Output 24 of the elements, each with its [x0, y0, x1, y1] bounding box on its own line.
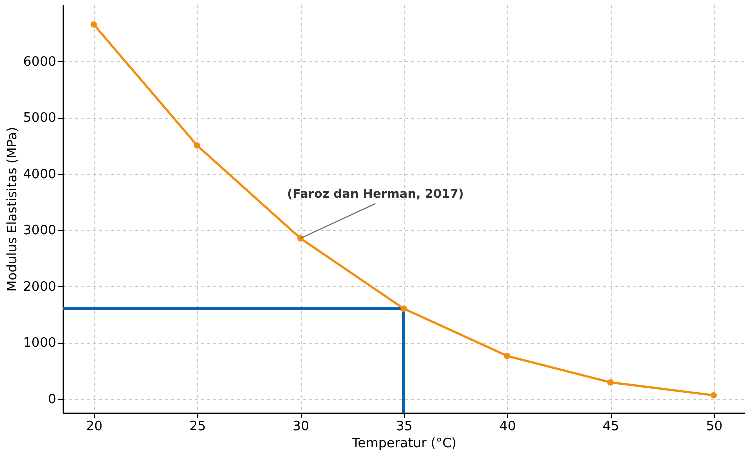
point [194, 142, 200, 149]
y-tick-label: 0 [48, 392, 56, 408]
y-tick-label: 4000 [23, 167, 56, 182]
x-tick-label: 35 [396, 420, 413, 434]
x-tick-label: 30 [292, 420, 310, 434]
x-axis-title: Temperatur (°C) [351, 436, 457, 452]
y-tick-label: 1000 [23, 336, 56, 352]
y-tick-label: 2000 [23, 280, 56, 295]
y-tick-label: 3000 [23, 224, 56, 239]
x-tick-label: 20 [86, 420, 103, 434]
x-tick-label: 45 [602, 420, 620, 434]
point [608, 379, 614, 386]
point [710, 392, 718, 399]
y-tick-label: 5000 [23, 111, 56, 126]
point [90, 22, 98, 28]
x-tick-label: 50 [706, 420, 723, 434]
point [504, 353, 510, 360]
annotation: (Faroz dan Herman, 2017) [287, 186, 464, 201]
x-tick-label: 40 [500, 420, 516, 434]
y-tick-label: 6000 [23, 54, 56, 70]
point [298, 235, 304, 242]
point [400, 306, 408, 312]
x-tick-label: 25 [190, 420, 206, 434]
y-axis-title: Modulus Elastisitas (MPa) [5, 127, 20, 292]
